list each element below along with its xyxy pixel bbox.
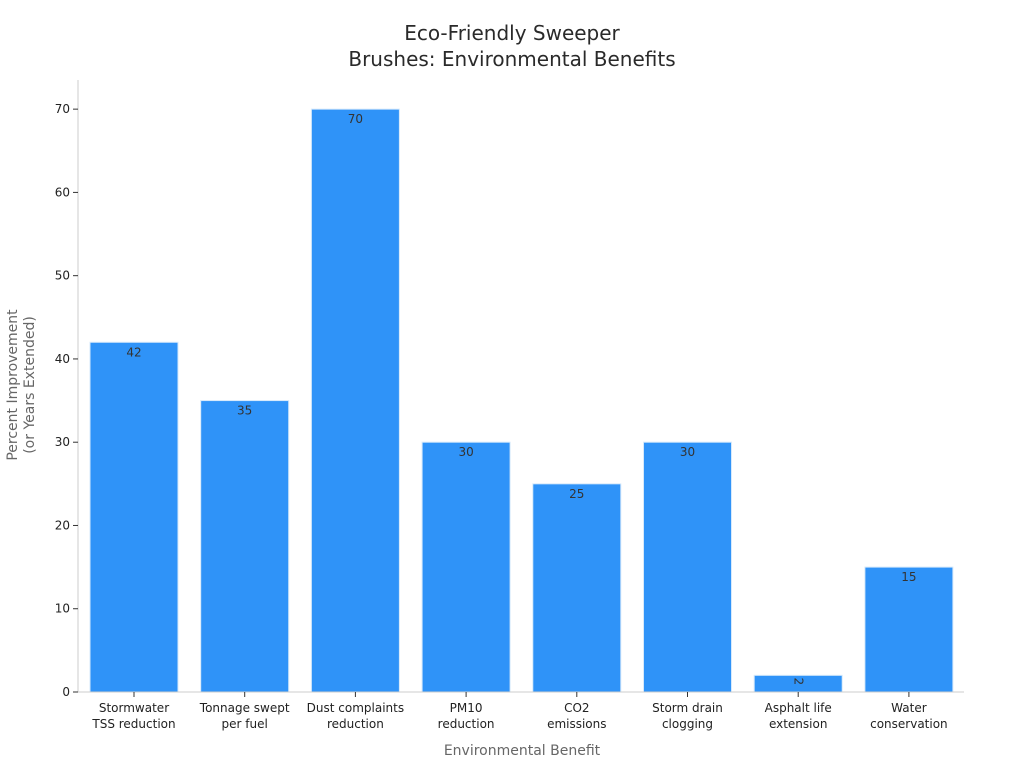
x-category-label: PM10: [450, 701, 483, 715]
bar-value-label: 15: [901, 570, 916, 584]
y-tick-label: 0: [62, 685, 70, 699]
x-category-label: emissions: [547, 717, 606, 731]
chart-title-line-1: Eco-Friendly Sweeper: [404, 21, 620, 45]
bar: [200, 400, 290, 693]
bar-value-label: 30: [458, 445, 473, 459]
x-category-label: clogging: [662, 717, 713, 731]
x-category-label: TSS reduction: [91, 717, 175, 731]
y-tick-label: 50: [55, 269, 70, 283]
bar-value-label: 35: [237, 404, 252, 418]
y-axis-title-line-1: Percent Improvement: [5, 309, 21, 461]
x-category-label: conservation: [870, 717, 948, 731]
y-tick-label: 30: [55, 435, 70, 449]
bar-value-label: 30: [680, 445, 695, 459]
x-category-label: reduction: [327, 717, 384, 731]
bar: [864, 566, 954, 693]
x-category-label: per fuel: [222, 717, 268, 731]
bar: [421, 441, 511, 693]
x-category-label: Tonnage swept: [199, 701, 290, 715]
x-axis-title: Environmental Benefit: [444, 743, 601, 759]
y-tick-group: 0 10 20 30 40 50 60 70: [55, 102, 78, 699]
y-tick-label: 40: [55, 352, 70, 366]
y-tick-label: 60: [55, 185, 70, 199]
x-category-label: Water: [891, 701, 927, 715]
x-category-label: Asphalt life: [765, 701, 832, 715]
x-category-label: Dust complaints: [307, 701, 404, 715]
x-category-group: Stormwater TSS reduction Tonnage swept per …: [91, 692, 948, 731]
bar-group: [89, 108, 954, 693]
x-category-label: Stormwater: [99, 701, 169, 715]
x-category-label: CO2: [564, 701, 589, 715]
y-axis-title: Percent Improvement (or Years Extended): [5, 309, 38, 461]
x-category-label: reduction: [438, 717, 495, 731]
axes-group: [77, 80, 964, 693]
y-tick-label: 10: [55, 602, 70, 616]
data-label-group: 42 35 70 30 25 30 2 15: [126, 112, 916, 685]
bar-value-label: 25: [569, 487, 584, 501]
bar-value-label: 70: [348, 112, 363, 126]
bar: [643, 441, 732, 693]
y-tick-label: 20: [55, 518, 70, 532]
chart-title-line-2: Brushes: Environmental Benefits: [348, 47, 675, 71]
bar-value-label: 2: [792, 678, 806, 686]
bar: [310, 108, 400, 693]
x-category-label: extension: [769, 717, 828, 731]
bar-value-label: 42: [126, 345, 141, 359]
bar: [89, 341, 179, 693]
y-axis-title-line-2: (or Years Extended): [22, 316, 38, 454]
bar: [532, 483, 622, 693]
y-tick-label: 70: [55, 102, 70, 116]
x-category-label: Storm drain: [652, 701, 723, 715]
